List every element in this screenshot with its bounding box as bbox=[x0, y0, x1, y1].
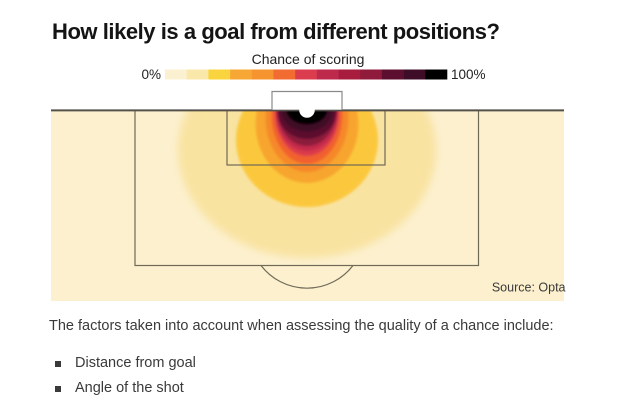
svg-text:Chance of scoring: Chance of scoring bbox=[252, 51, 365, 67]
svg-text:100%: 100% bbox=[451, 67, 486, 82]
svg-text:Source: Opta: Source: Opta bbox=[492, 281, 566, 295]
svg-text:0%: 0% bbox=[141, 67, 161, 82]
